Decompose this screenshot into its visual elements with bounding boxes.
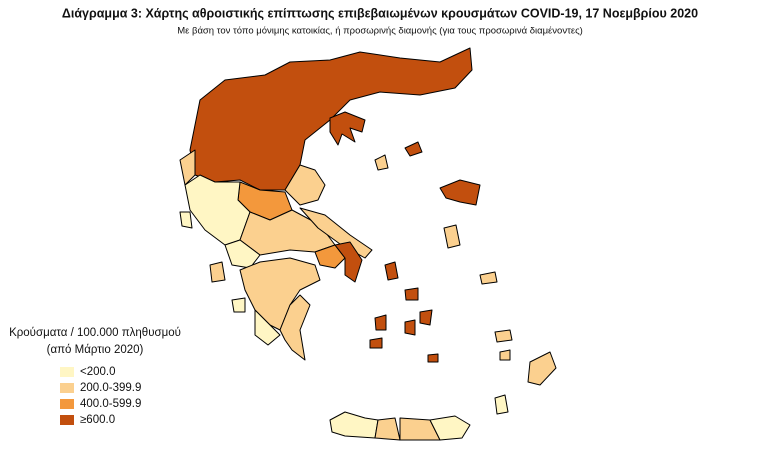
region xyxy=(284,164,326,206)
legend-subtitle: (από Μάρτιο 2020) xyxy=(47,344,144,356)
region xyxy=(494,394,509,415)
map xyxy=(179,47,557,441)
legend-label: 400.0-599.9 xyxy=(80,398,141,410)
region xyxy=(299,207,373,259)
region xyxy=(494,329,513,343)
region xyxy=(427,353,439,363)
region xyxy=(209,261,226,283)
region xyxy=(384,261,399,281)
legend: <200.0 200.0-399.9 400.0-599.9 ≥600.0 xyxy=(60,366,141,426)
region xyxy=(254,309,281,346)
region xyxy=(239,257,321,331)
region xyxy=(179,211,193,229)
title: Διάγραμμα 3: Χάρτης αθροιστικής επίπτωση… xyxy=(62,6,698,20)
region xyxy=(231,297,246,313)
region xyxy=(314,244,346,269)
legend-swatch xyxy=(60,367,74,377)
subtitle: Με βάση τον τόπο μόνιμης κατοικίας, ή πρ… xyxy=(177,26,583,37)
region xyxy=(369,337,383,349)
region xyxy=(374,314,387,331)
region xyxy=(279,294,311,361)
region xyxy=(224,239,261,269)
region xyxy=(179,149,196,186)
region xyxy=(499,349,511,361)
region xyxy=(527,351,557,386)
region xyxy=(443,224,461,249)
region xyxy=(404,287,419,301)
legend-swatch xyxy=(60,399,74,409)
region xyxy=(419,309,433,326)
region xyxy=(374,154,389,171)
legend-label: ≥600.0 xyxy=(80,414,115,426)
legend-swatch xyxy=(60,415,74,425)
region xyxy=(479,271,498,285)
legend-label: <200.0 xyxy=(80,366,116,378)
region xyxy=(439,179,481,206)
region xyxy=(404,141,423,157)
region xyxy=(329,411,379,439)
legend-title: Κρούσματα / 100.000 πληθυσμού xyxy=(9,327,181,339)
region xyxy=(329,111,366,146)
legend-label: 200.0-399.9 xyxy=(80,382,141,394)
legend-swatch xyxy=(60,383,74,393)
region xyxy=(429,415,471,441)
region xyxy=(404,319,416,336)
region xyxy=(334,241,363,283)
region xyxy=(374,417,401,441)
